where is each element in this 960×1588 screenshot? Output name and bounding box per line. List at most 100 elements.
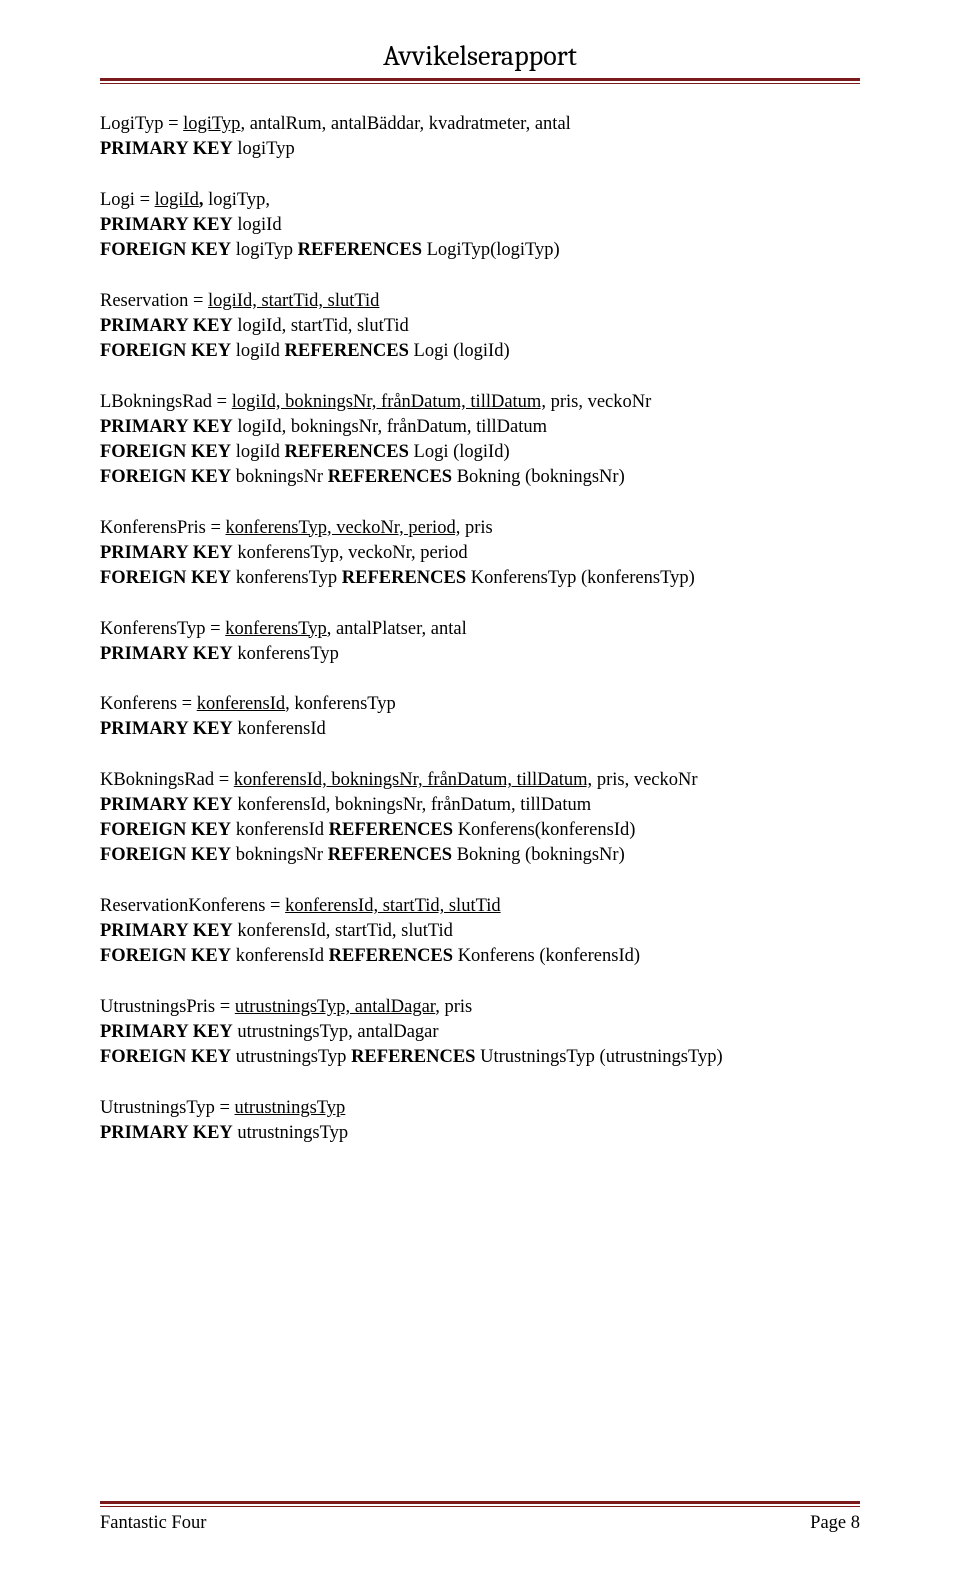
text-run: konferensId xyxy=(231,820,329,840)
schema-line: PRIMARY KEY utrustningsTyp xyxy=(100,1121,860,1146)
text-run: , antalRum, antalBäddar, kvadratmeter, a… xyxy=(240,114,570,134)
text-run: Konferens(konferensId) xyxy=(453,820,635,840)
document-page: Avvikelserapport LogiTyp = logiTyp, anta… xyxy=(0,0,960,1146)
schema-block: KonferensTyp = konferensTyp, antalPlatse… xyxy=(100,617,860,667)
schema-line: KonferensTyp = konferensTyp, antalPlatse… xyxy=(100,617,860,642)
text-run: logiTyp, xyxy=(203,190,270,210)
text-run: KBokningsRad = xyxy=(100,770,234,790)
footer-right: Page 8 xyxy=(810,1513,860,1534)
text-run: konferensTyp xyxy=(231,568,342,588)
schema-block: Reservation = logiId, startTid, slutTidP… xyxy=(100,289,860,364)
text-run: REFERENCES xyxy=(328,845,452,865)
text-run: FOREIGN KEY xyxy=(100,820,231,840)
text-run: pris, veckoNr xyxy=(546,392,651,412)
schema-line: PRIMARY KEY logiId, bokningsNr, frånDatu… xyxy=(100,415,860,440)
schema-line: ReservationKonferens = konferensId, star… xyxy=(100,894,860,919)
text-run: utrustningsTyp xyxy=(231,1047,351,1067)
text-run: , konferensTyp xyxy=(285,694,396,714)
schema-line: KBokningsRad = konferensId, bokningsNr, … xyxy=(100,768,860,793)
text-run: logiId, bokningsNr, frånDatum, tillDatum xyxy=(233,417,547,437)
text-run: PRIMARY KEY xyxy=(100,1022,233,1042)
schema-line: Logi = logiId, logiTyp, xyxy=(100,188,860,213)
text-run: PRIMARY KEY xyxy=(100,215,233,235)
text-run: bokningsNr xyxy=(231,467,328,487)
schema-line: LogiTyp = logiTyp, antalRum, antalBäddar… xyxy=(100,112,860,137)
schema-line: FOREIGN KEY logiId REFERENCES Logi (logi… xyxy=(100,339,860,364)
schema-line: PRIMARY KEY logiId, startTid, slutTid xyxy=(100,314,860,339)
schema-line: PRIMARY KEY konferensId xyxy=(100,717,860,742)
text-run: konferensId xyxy=(231,946,329,966)
schema-line: FOREIGN KEY bokningsNr REFERENCES Boknin… xyxy=(100,465,860,490)
schema-block: KBokningsRad = konferensId, bokningsNr, … xyxy=(100,768,860,868)
schema-line: Konferens = konferensId, konferensTyp xyxy=(100,692,860,717)
text-run: logiId, bokningsNr, frånDatum, tillDatum… xyxy=(232,392,546,412)
text-run: konferensId, bokningsNr, frånDatum, till… xyxy=(233,795,591,815)
text-run: KonferensTyp (konferensTyp) xyxy=(466,568,695,588)
schema-line: FOREIGN KEY konferensId REFERENCES Konfe… xyxy=(100,944,860,969)
text-run: logiId, startTid, slutTid xyxy=(208,291,379,311)
schema-block: UtrustningsTyp = utrustningsTypPRIMARY K… xyxy=(100,1096,860,1146)
text-run: Konferens = xyxy=(100,694,197,714)
text-run: FOREIGN KEY xyxy=(100,240,231,260)
text-run: FOREIGN KEY xyxy=(100,568,231,588)
text-run: konferensId, bokningsNr, frånDatum, till… xyxy=(234,770,592,790)
text-run: konferensTyp, veckoNr, period, xyxy=(226,518,461,538)
text-run: LBokningsRad = xyxy=(100,392,232,412)
text-run: Logi (logiId) xyxy=(409,442,510,462)
schema-line: FOREIGN KEY konferensId REFERENCES Konfe… xyxy=(100,818,860,843)
text-run: FOREIGN KEY xyxy=(100,467,231,487)
text-run: logiTyp xyxy=(183,114,240,134)
text-run: REFERENCES xyxy=(328,467,452,487)
text-run: utrustningsTyp, antalDagar xyxy=(233,1022,439,1042)
schema-line: PRIMARY KEY konferensTyp xyxy=(100,642,860,667)
text-run: utrustningsTyp, antalDagar xyxy=(235,997,435,1017)
text-run: logiId, startTid, slutTid xyxy=(233,316,409,336)
text-run: REFERENCES xyxy=(351,1047,475,1067)
text-run: logiTyp xyxy=(231,240,298,260)
text-run: UtrustningsTyp = xyxy=(100,1098,235,1118)
text-run: PRIMARY KEY xyxy=(100,921,233,941)
schema-line: FOREIGN KEY konferensTyp REFERENCES Konf… xyxy=(100,566,860,591)
text-run: konferensTyp xyxy=(225,619,326,639)
text-run: PRIMARY KEY xyxy=(100,139,233,159)
text-run: LogiTyp(logiTyp) xyxy=(422,240,560,260)
schema-line: UtrustningsTyp = utrustningsTyp xyxy=(100,1096,860,1121)
text-run: Logi (logiId) xyxy=(409,341,510,361)
text-run: logiId xyxy=(231,442,284,462)
text-run: utrustningsTyp xyxy=(233,1123,348,1143)
text-run: konferensId xyxy=(233,719,326,739)
text-run: konferensTyp xyxy=(233,644,339,664)
text-run: FOREIGN KEY xyxy=(100,1047,231,1067)
footer-text-row: Fantastic Four Page 8 xyxy=(100,1513,860,1534)
schema-line: PRIMARY KEY konferensId, startTid, slutT… xyxy=(100,919,860,944)
text-run: konferensId, startTid, slutTid xyxy=(285,896,501,916)
text-run: PRIMARY KEY xyxy=(100,719,233,739)
footer-rule xyxy=(100,1501,860,1507)
schema-block: LogiTyp = logiTyp, antalRum, antalBäddar… xyxy=(100,112,860,162)
footer-left: Fantastic Four xyxy=(100,1513,206,1534)
text-run: konferensId, startTid, slutTid xyxy=(233,921,453,941)
text-run: PRIMARY KEY xyxy=(100,1123,233,1143)
text-run: KonferensPris = xyxy=(100,518,226,538)
text-run: FOREIGN KEY xyxy=(100,946,231,966)
schema-line: PRIMARY KEY logiId xyxy=(100,213,860,238)
schema-line: PRIMARY KEY utrustningsTyp, antalDagar xyxy=(100,1020,860,1045)
schema-line: PRIMARY KEY logiTyp xyxy=(100,137,860,162)
text-run: konferensId xyxy=(197,694,285,714)
text-run: REFERENCES xyxy=(329,946,453,966)
text-run: logiId xyxy=(231,341,284,361)
text-run: FOREIGN KEY xyxy=(100,845,231,865)
schema-line: PRIMARY KEY konferensId, bokningsNr, frå… xyxy=(100,793,860,818)
text-run: ReservationKonferens = xyxy=(100,896,285,916)
schema-block: KonferensPris = konferensTyp, veckoNr, p… xyxy=(100,516,860,591)
schema-block: UtrustningsPris = utrustningsTyp, antalD… xyxy=(100,995,860,1070)
text-run: Konferens (konferensId) xyxy=(453,946,640,966)
text-run: Bokning (bokningsNr) xyxy=(452,845,625,865)
text-run: PRIMARY KEY xyxy=(100,644,233,664)
text-run: pris, veckoNr xyxy=(592,770,697,790)
text-run: REFERENCES xyxy=(285,442,409,462)
text-run: utrustningsTyp xyxy=(235,1098,346,1118)
text-run: UtrustningsTyp (utrustningsTyp) xyxy=(475,1047,722,1067)
text-run: , antalPlatser, antal xyxy=(327,619,467,639)
text-run: FOREIGN KEY xyxy=(100,442,231,462)
